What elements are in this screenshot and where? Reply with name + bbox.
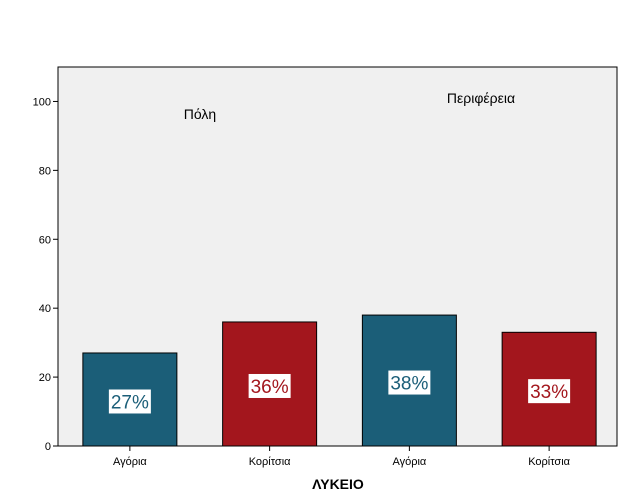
y-tick-label: 80 (39, 165, 51, 177)
data-label: 38% (390, 374, 428, 395)
y-tick-label: 60 (39, 234, 51, 246)
data-label: 33% (530, 382, 568, 403)
y-tick-label: 20 (39, 372, 51, 384)
x-tick-label: Αγόρια (113, 456, 147, 468)
data-label-box (528, 379, 571, 404)
data-label: 27% (111, 392, 149, 413)
x-axis-title: ΛΥΚΕΙΟ (312, 476, 364, 492)
y-tick-label: 40 (39, 303, 51, 315)
data-label-box (248, 373, 291, 398)
group-label-poli: Πόλη (184, 106, 216, 122)
group-label-periferia: Περιφέρεια (447, 90, 515, 106)
data-label-box (108, 389, 151, 414)
x-tick-label: Αγόρια (392, 456, 426, 468)
x-tick-label: Κορίτσια (528, 456, 570, 468)
y-tick-label: 100 (33, 96, 51, 108)
x-axis: Αγόρια Κορίτσια Αγόρια Κορίτσια (113, 446, 571, 468)
x-tick-label: Κορίτσια (249, 456, 291, 468)
bars: 27% 36% 38% 33% (82, 314, 597, 447)
y-axis: 0 20 40 60 80 100 (33, 96, 58, 453)
data-label-box (388, 370, 431, 395)
data-label: 36% (251, 377, 289, 398)
y-tick-label: 0 (45, 441, 51, 453)
